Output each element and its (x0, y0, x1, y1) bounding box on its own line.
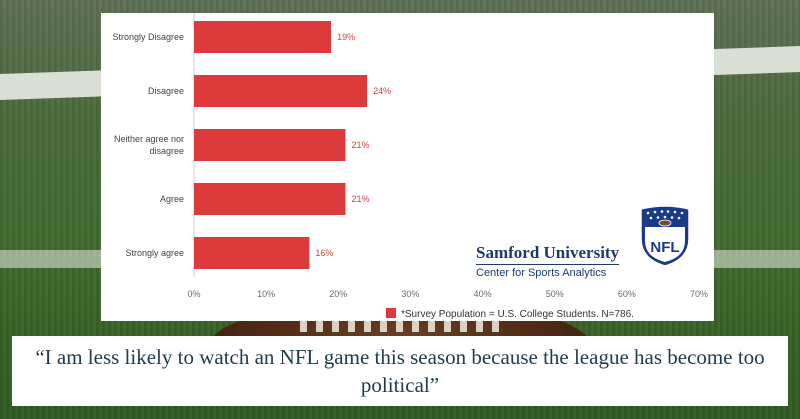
category-label-4: Strongly agree (125, 248, 184, 258)
quote-panel: “I am less likely to watch an NFL game t… (12, 336, 788, 406)
chart-panel (101, 13, 714, 321)
x-tick-label-2: 20% (329, 289, 347, 299)
samford-branding: Samford University Center for Sports Ana… (476, 243, 620, 279)
category-label-1: Disagree (148, 86, 184, 96)
legend-swatch (386, 308, 396, 318)
bar-3 (194, 183, 346, 215)
value-label-1: 24% (373, 86, 391, 96)
x-tick-label-7: 70% (690, 289, 708, 299)
x-tick-label-5: 50% (546, 289, 564, 299)
bar-2 (194, 129, 346, 161)
nfl-logo-text: NFL (650, 239, 679, 256)
bar-1 (194, 75, 368, 107)
x-tick-label-4: 40% (474, 289, 492, 299)
org-subtitle: Center for Sports Analytics (476, 267, 607, 279)
x-tick-label-1: 10% (257, 289, 275, 299)
org-name: Samford University (476, 243, 620, 265)
survey-question-quote: “I am less likely to watch an NFL game t… (35, 345, 765, 397)
nfl-shield-logo: NFL (640, 205, 690, 267)
legend-label: *Survey Population = U.S. College Studen… (401, 309, 634, 320)
x-tick-label-3: 30% (401, 289, 419, 299)
value-label-2: 21% (352, 140, 370, 150)
value-label-3: 21% (352, 194, 370, 204)
category-label-2: Neither agree nor (114, 134, 184, 144)
bar-0 (194, 21, 332, 53)
category-label-2: disagree (149, 146, 184, 156)
x-tick-label-6: 60% (618, 289, 636, 299)
bar-chart: 19% Strongly Disagree 24% Disagree 21% Neithe… (112, 13, 708, 320)
value-label-4: 16% (315, 248, 333, 258)
football-laces (300, 318, 500, 332)
x-tick-label-0: 0% (187, 289, 200, 299)
value-label-0: 19% (337, 32, 355, 42)
category-label-3: Agree (160, 194, 184, 204)
category-label-0: Strongly Disagree (112, 32, 184, 42)
bar-4 (194, 237, 310, 269)
